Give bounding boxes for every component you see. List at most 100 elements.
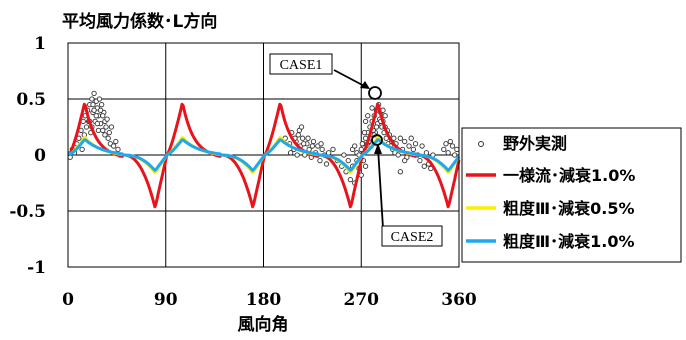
field-point bbox=[373, 124, 380, 130]
field-point bbox=[352, 143, 358, 149]
x-tick-label: 270 bbox=[344, 290, 380, 310]
x-axis-label: 風向角 bbox=[238, 314, 289, 335]
field-point bbox=[347, 176, 354, 183]
callout-case2-marker bbox=[371, 134, 383, 146]
field-point bbox=[395, 152, 401, 158]
field-point bbox=[452, 152, 458, 158]
field-point bbox=[341, 152, 347, 158]
field-point bbox=[421, 163, 427, 169]
field-point bbox=[94, 120, 100, 127]
field-point bbox=[97, 107, 104, 113]
field-point bbox=[103, 124, 109, 130]
field-point bbox=[445, 150, 451, 156]
field-point bbox=[115, 146, 121, 153]
field-point bbox=[408, 135, 414, 141]
field-point bbox=[89, 96, 95, 102]
x-tick-label: 90 bbox=[154, 290, 178, 310]
callout-case1-box bbox=[269, 53, 333, 75]
field-point bbox=[100, 113, 106, 119]
field-point bbox=[288, 150, 294, 156]
y-tick-label: 1 bbox=[34, 34, 46, 54]
x-tick-label: 180 bbox=[246, 290, 282, 310]
field-point bbox=[108, 124, 115, 130]
field-point bbox=[402, 138, 408, 145]
field-point bbox=[299, 135, 306, 141]
x-tick-labels: 0 90 180 270 360 bbox=[62, 290, 477, 310]
callout-case2-label: CASE2 bbox=[391, 230, 434, 245]
field-point bbox=[447, 138, 453, 145]
field-point bbox=[99, 101, 105, 108]
callout-case1: CASE1 bbox=[269, 53, 382, 100]
field-point bbox=[294, 152, 300, 158]
legend-marker bbox=[478, 141, 484, 147]
y-tick-labels: 1 0.5 0 -0.5 -1 bbox=[9, 34, 46, 278]
field-point bbox=[310, 138, 317, 145]
legend-label: 粗度Ⅲ･減衰0.5% bbox=[503, 199, 635, 218]
legend-label: 野外実測 bbox=[503, 134, 567, 153]
field-point bbox=[391, 135, 397, 141]
field-point bbox=[454, 146, 460, 153]
field-point bbox=[106, 129, 112, 136]
field-point bbox=[361, 129, 368, 136]
callout-case1-marker bbox=[368, 86, 382, 100]
field-point bbox=[365, 113, 371, 119]
series-line bbox=[67, 138, 461, 172]
field-point bbox=[105, 135, 111, 141]
field-point bbox=[323, 161, 330, 167]
callout-case2-arrow bbox=[377, 147, 384, 229]
field-point bbox=[369, 105, 375, 111]
field-point bbox=[83, 124, 90, 130]
field-point bbox=[319, 146, 325, 153]
field-point bbox=[397, 169, 403, 175]
field-point bbox=[93, 113, 99, 119]
plot-border bbox=[67, 42, 460, 268]
field-point bbox=[358, 146, 364, 153]
field-point bbox=[305, 135, 311, 141]
field-point bbox=[110, 143, 117, 149]
callout-case2: CASE2 bbox=[371, 134, 443, 247]
field-point bbox=[382, 113, 388, 119]
field-point bbox=[402, 157, 408, 164]
y-tick-label: -1 bbox=[27, 258, 46, 278]
field-point bbox=[359, 141, 365, 147]
chart-title: 平均風力係数･L方向 bbox=[62, 11, 217, 32]
y-tick-label: 0 bbox=[34, 146, 46, 166]
legend-label: 粗度Ⅲ･減衰1.0% bbox=[503, 232, 635, 251]
field-point bbox=[345, 157, 351, 164]
callout-case2-box bbox=[381, 225, 443, 247]
field-point bbox=[96, 96, 103, 102]
field-point bbox=[90, 101, 96, 108]
x-tick-label: 0 bbox=[62, 290, 74, 310]
legend-box bbox=[461, 127, 682, 263]
series-line bbox=[67, 102, 461, 209]
callout-case2-arrowhead bbox=[374, 143, 382, 154]
field-point bbox=[443, 141, 449, 147]
y-tick-label: 0.5 bbox=[16, 90, 46, 110]
field-point bbox=[362, 163, 369, 169]
field-point bbox=[91, 90, 97, 97]
callout-case1-arrowhead bbox=[360, 81, 370, 89]
field-point bbox=[95, 127, 102, 134]
field-point bbox=[317, 157, 323, 164]
field-point bbox=[298, 124, 305, 130]
field-point bbox=[362, 118, 369, 125]
field-point bbox=[104, 116, 110, 122]
legend-label: 一様流･減衰1.0% bbox=[503, 166, 635, 185]
field-point bbox=[318, 141, 324, 147]
y-tick-label: -0.5 bbox=[9, 202, 46, 222]
field-point bbox=[449, 143, 456, 149]
series-lines bbox=[67, 102, 461, 209]
callout-case1-label: CASE1 bbox=[280, 58, 323, 73]
field-point bbox=[419, 143, 425, 149]
field-point bbox=[397, 135, 403, 141]
field-point bbox=[301, 141, 307, 147]
x-tick-label: 360 bbox=[441, 290, 477, 310]
field-point bbox=[113, 138, 119, 145]
field-point bbox=[102, 132, 108, 138]
field-point bbox=[406, 143, 412, 149]
field-point bbox=[309, 143, 316, 149]
field-point bbox=[410, 146, 417, 153]
field-point bbox=[412, 141, 419, 147]
